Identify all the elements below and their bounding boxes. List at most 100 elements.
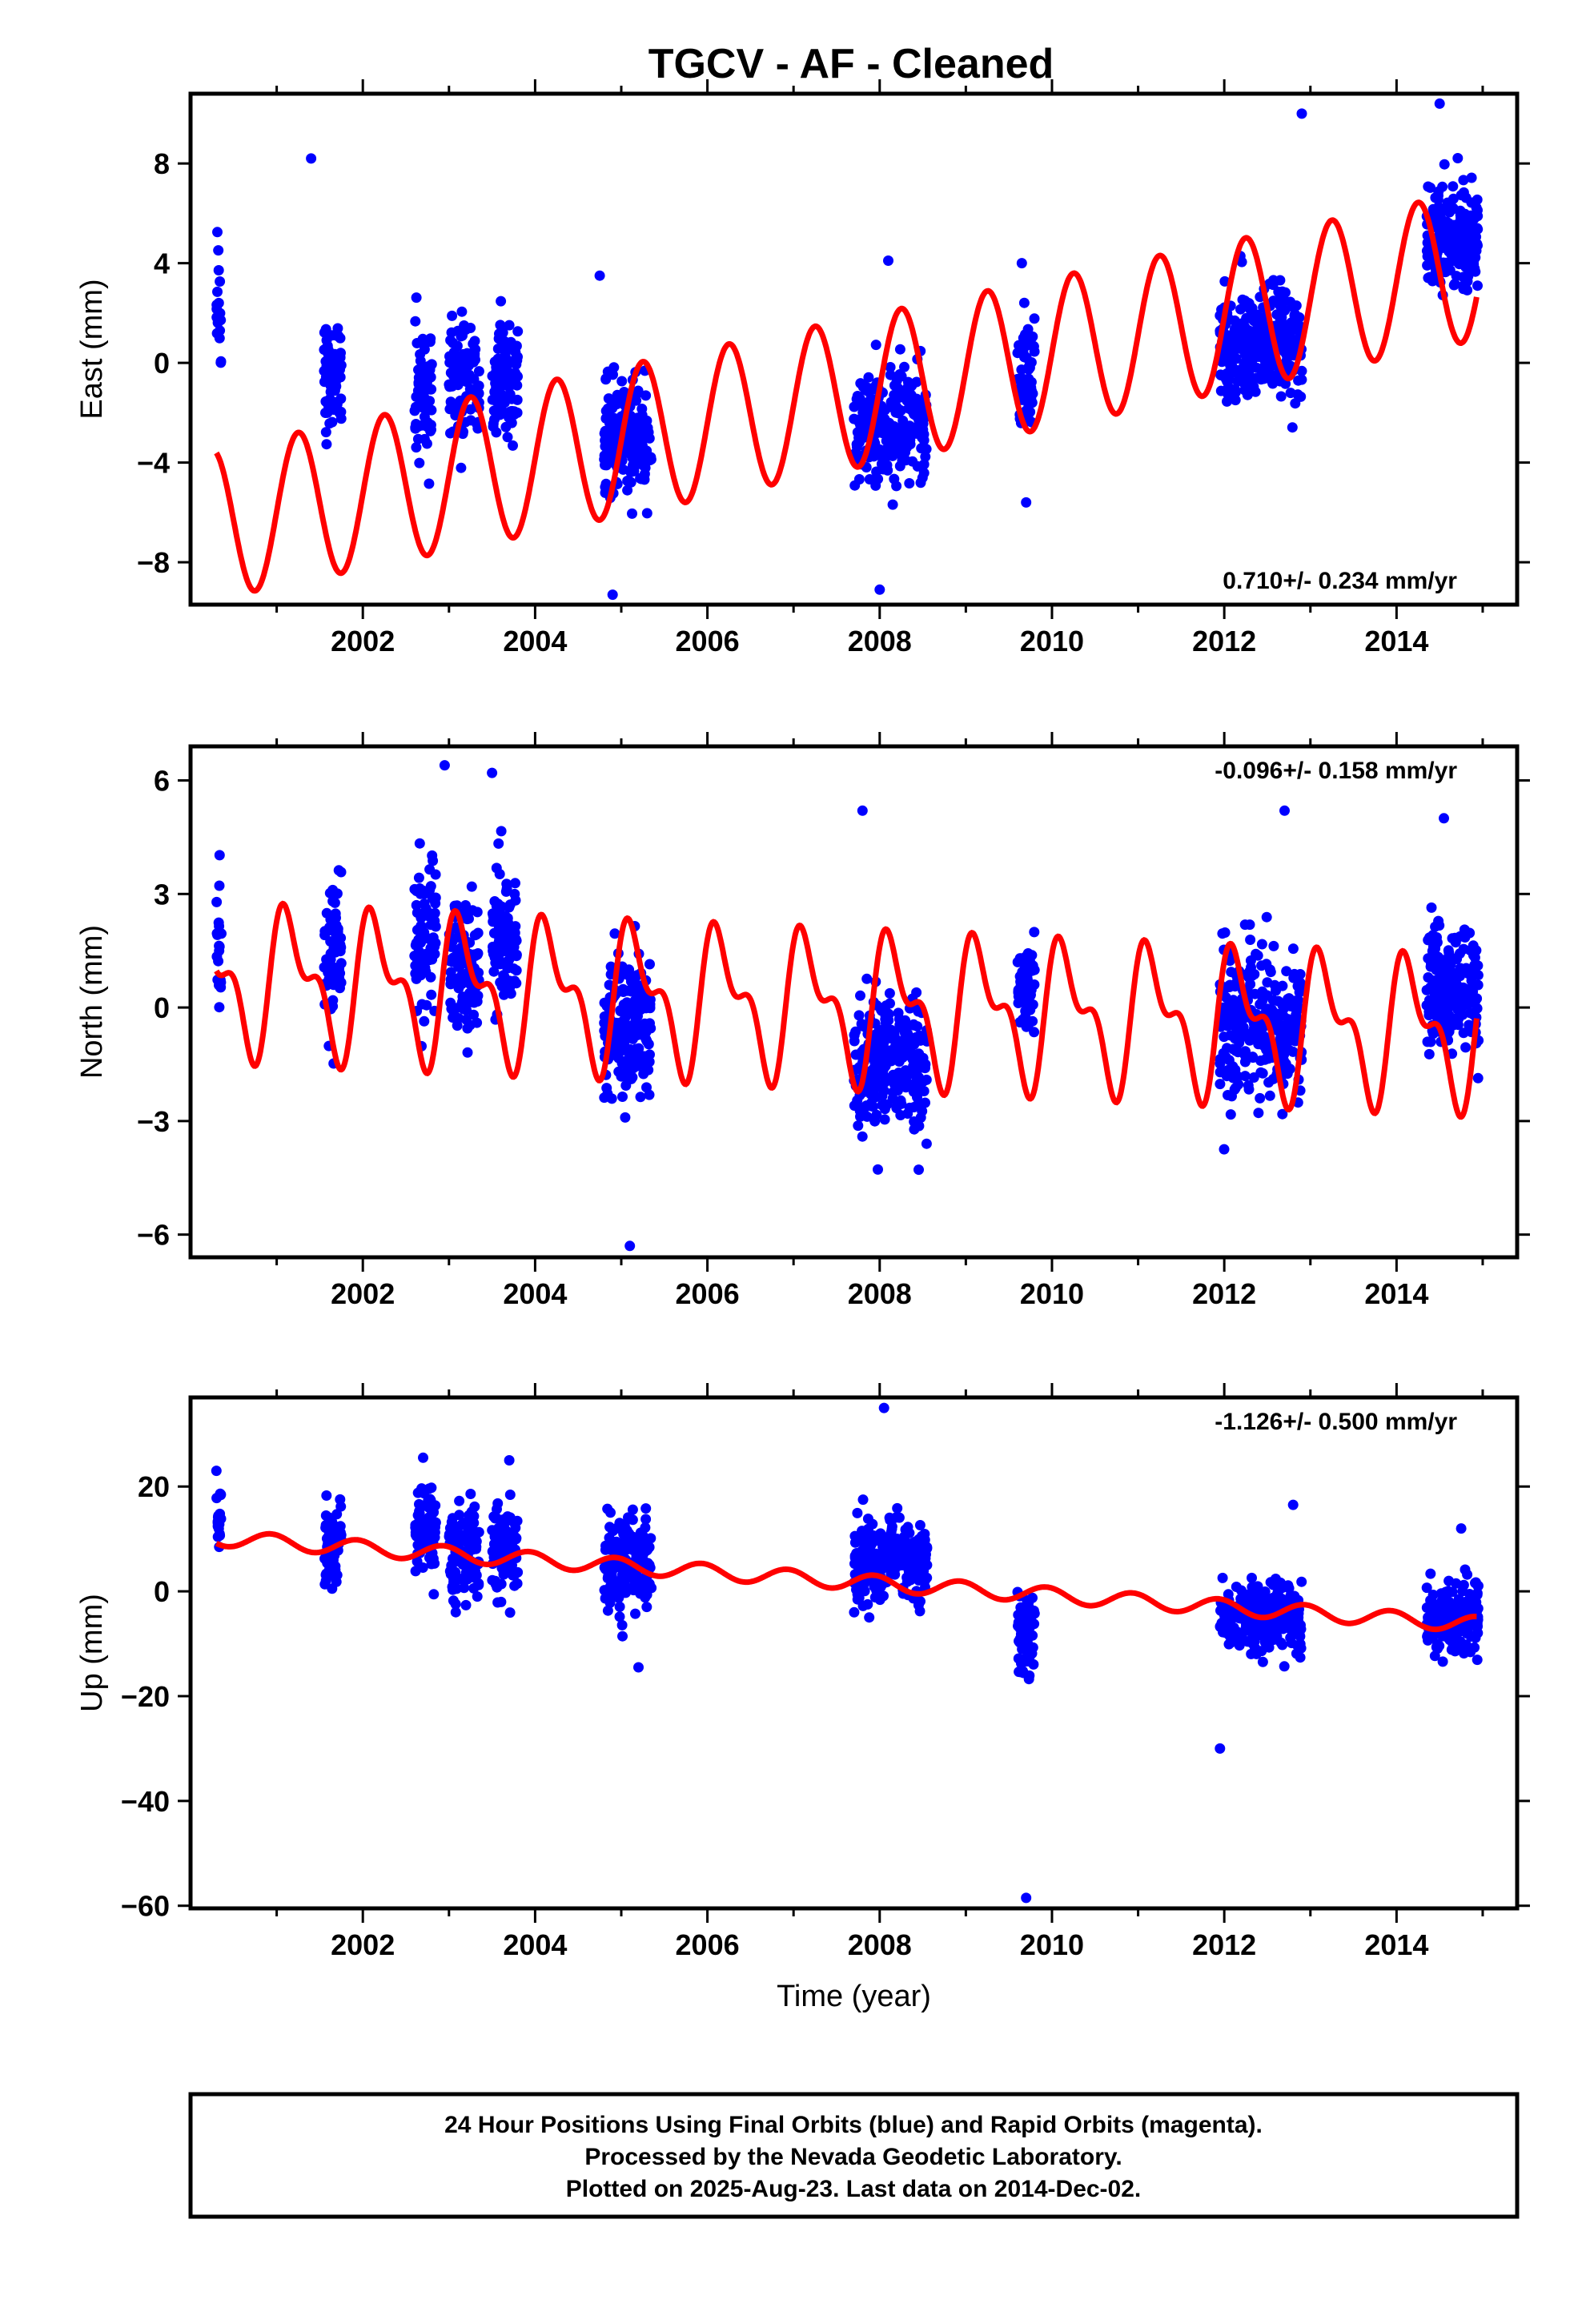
data-point — [214, 850, 225, 861]
data-point — [424, 864, 436, 875]
data-point — [412, 1556, 423, 1567]
data-point — [640, 390, 652, 401]
data-point — [1277, 980, 1288, 991]
data-point — [325, 970, 336, 981]
data-point — [1029, 313, 1040, 324]
data-point — [913, 1164, 924, 1176]
data-point — [471, 929, 482, 940]
data-point — [448, 1595, 459, 1606]
data-point — [627, 508, 637, 519]
data-point — [1439, 159, 1450, 170]
data-point — [512, 394, 523, 405]
data-point — [1228, 332, 1239, 344]
data-point — [460, 368, 471, 380]
data-point — [1294, 312, 1305, 323]
data-point — [864, 1612, 875, 1623]
data-point — [1225, 1016, 1235, 1027]
data-point — [496, 826, 507, 837]
data-point — [614, 1611, 625, 1622]
data-point — [869, 1592, 881, 1603]
data-point — [640, 1503, 652, 1514]
data-point — [424, 478, 435, 489]
data-point — [1432, 194, 1443, 205]
data-point — [1460, 932, 1471, 943]
x-tick-label: 2006 — [676, 1928, 740, 1961]
data-point — [614, 1601, 625, 1612]
data-point — [1026, 1630, 1037, 1642]
data-point — [1464, 964, 1475, 975]
data-point — [1239, 384, 1251, 396]
data-point — [1281, 966, 1292, 977]
data-point — [428, 1589, 440, 1600]
data-point — [1291, 1005, 1303, 1016]
data-point — [912, 1021, 923, 1032]
data-point — [895, 1110, 906, 1120]
x-tick-label: 2014 — [1364, 625, 1428, 657]
y-tick-label: −3 — [137, 1105, 170, 1138]
data-point — [900, 455, 911, 466]
data-point — [634, 1550, 645, 1562]
data-point — [1288, 972, 1299, 983]
data-point — [635, 1092, 646, 1103]
data-point — [460, 1517, 471, 1528]
data-point — [1472, 205, 1483, 215]
data-point — [420, 372, 432, 384]
data-point — [1247, 1572, 1257, 1583]
data-point — [611, 399, 622, 410]
data-point — [872, 1530, 882, 1542]
data-point — [1430, 978, 1441, 989]
data-point-outlier — [1439, 813, 1449, 824]
data-point — [1247, 1051, 1259, 1063]
data-point — [909, 1035, 921, 1047]
data-point — [419, 899, 430, 909]
data-point — [623, 1512, 633, 1523]
data-point — [881, 1547, 892, 1558]
data-point — [491, 427, 502, 438]
data-point — [915, 1112, 926, 1123]
data-point — [496, 901, 508, 912]
y-axis-label: North (mm) — [75, 925, 109, 1079]
data-point — [324, 1512, 335, 1523]
data-point — [1255, 1092, 1266, 1104]
data-point — [429, 892, 440, 903]
data-point — [512, 380, 523, 391]
data-point — [1426, 1597, 1437, 1608]
data-point — [885, 362, 896, 372]
data-point — [849, 1530, 861, 1542]
data-point — [627, 1504, 638, 1515]
data-point — [645, 454, 656, 465]
data-point — [1026, 388, 1038, 399]
data-point — [1287, 422, 1298, 433]
data-point — [1453, 1013, 1464, 1024]
data-point — [1267, 279, 1279, 291]
fit-curve — [214, 900, 1480, 1120]
panel-east: 2002 2004 2006 2008 2010 2012 2014 8 4 0 −4 −8 East … — [75, 79, 1530, 657]
data-point — [858, 1021, 869, 1032]
data-point — [1018, 297, 1030, 308]
data-point — [1230, 1083, 1241, 1094]
x-tick-label: 2002 — [331, 1277, 395, 1310]
data-point — [1262, 977, 1273, 988]
data-point — [460, 1599, 472, 1610]
data-point — [1295, 1638, 1306, 1650]
data-point — [500, 886, 512, 897]
data-point — [499, 971, 510, 983]
data-point — [1425, 1036, 1436, 1047]
data-point — [500, 911, 511, 922]
data-point — [1462, 1569, 1473, 1580]
data-point — [328, 1533, 339, 1544]
data-point — [504, 320, 515, 331]
data-point-outlier — [1021, 1892, 1032, 1904]
data-point — [1462, 239, 1473, 251]
data-point — [512, 326, 524, 337]
data-point — [1429, 1651, 1440, 1662]
data-point — [1215, 1079, 1226, 1090]
data-point — [1458, 1027, 1469, 1039]
data-point — [1267, 995, 1279, 1006]
data-point — [1243, 1080, 1254, 1091]
data-point — [472, 1591, 483, 1602]
data-point — [456, 331, 467, 342]
data-point — [893, 428, 905, 440]
data-point — [1472, 280, 1483, 292]
data-point — [1027, 960, 1038, 971]
